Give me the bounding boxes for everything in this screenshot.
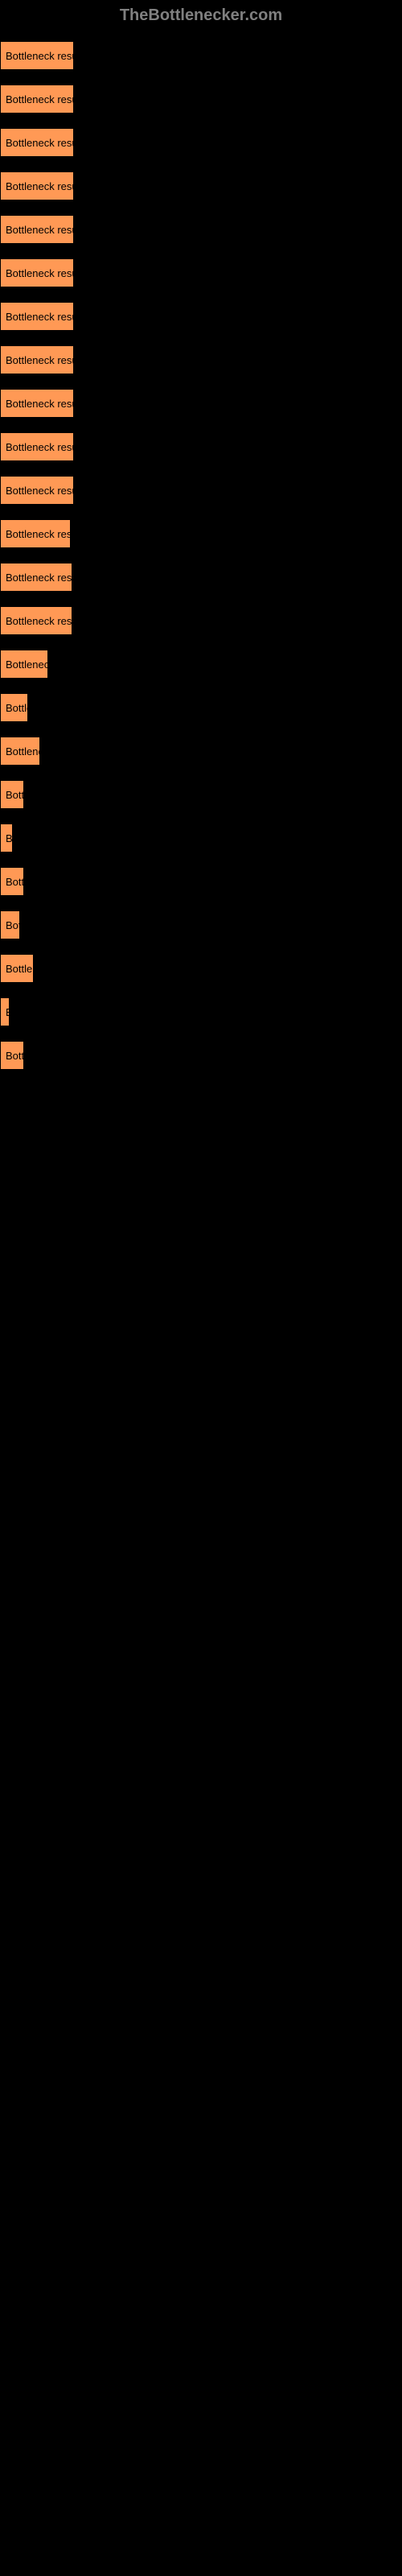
bar-row: Bo xyxy=(0,822,402,854)
bar-label: Bottle xyxy=(6,1050,24,1062)
bar-label: Bottleneck result xyxy=(6,267,74,279)
bar: Bottlen xyxy=(0,693,28,722)
bar-label: Bottleneck result xyxy=(6,180,74,192)
bar: Bottle xyxy=(0,867,24,896)
bar-label: Bo xyxy=(6,832,13,844)
bar-row: Bottleneck result xyxy=(0,431,402,463)
bar: Bottleneck result xyxy=(0,302,74,331)
bar-row: B xyxy=(0,996,402,1028)
bar-label: Bottleneck xyxy=(6,745,40,758)
bar-row: Bottleneck r xyxy=(0,648,402,680)
bar-label: Bottle xyxy=(6,876,24,888)
bar: Bottleneck r xyxy=(0,650,48,679)
bar: Bo xyxy=(0,824,13,852)
bar-label: Bottle xyxy=(6,789,24,801)
bar: Bottleneck result xyxy=(0,476,74,505)
bar: Bott xyxy=(0,910,20,939)
bar-label: Bottleneck result xyxy=(6,485,74,497)
bar-label: Bottleneck result xyxy=(6,50,74,62)
bar: B xyxy=(0,997,10,1026)
bar-label: Bottleneck result xyxy=(6,398,74,410)
bar-row: Bottleneck result xyxy=(0,257,402,289)
bar: Bottlene xyxy=(0,954,34,983)
bar-row: Bottleneck result xyxy=(0,344,402,376)
bar-row: Bottleneck result xyxy=(0,126,402,159)
bar-label: Bottleneck result xyxy=(6,528,71,540)
site-header: TheBottlenecker.com xyxy=(0,0,402,31)
bar: Bottleneck result xyxy=(0,85,74,114)
bar: Bottle xyxy=(0,1041,24,1070)
bar: Bottleneck result xyxy=(0,41,74,70)
bar-label: Bottlen xyxy=(6,702,28,714)
site-title: TheBottlenecker.com xyxy=(120,6,282,24)
bar-label: Bott xyxy=(6,919,20,931)
bar-row: Bottleneck result xyxy=(0,518,402,550)
bar: Bottle xyxy=(0,780,24,809)
bar: Bottleneck result xyxy=(0,345,74,374)
bar-label: Bottleneck result xyxy=(6,572,72,584)
bar-label: Bottleneck result xyxy=(6,441,74,453)
bar-row: Bottleneck result xyxy=(0,83,402,115)
bar-row: Bottleneck result xyxy=(0,474,402,506)
bar: Bottleneck result xyxy=(0,432,74,461)
bar: Bottleneck result xyxy=(0,606,72,635)
bar-label: Bottlene xyxy=(6,963,34,975)
bar-label: Bottleneck result xyxy=(6,93,74,105)
bar-row: Bottleneck result xyxy=(0,561,402,593)
bar-row: Bottleneck result xyxy=(0,213,402,246)
bar-label: B xyxy=(6,1006,10,1018)
bar-row: Bott xyxy=(0,909,402,941)
bar-label: Bottleneck result xyxy=(6,354,74,366)
bar-row: Bottleneck result xyxy=(0,170,402,202)
bar-row: Bottleneck result xyxy=(0,39,402,72)
bar-label: Bottleneck result xyxy=(6,615,72,627)
bar-label: Bottleneck r xyxy=(6,658,48,671)
bar: Bottleneck result xyxy=(0,563,72,592)
bar: Bottleneck result xyxy=(0,389,74,418)
bar-row: Bottle xyxy=(0,865,402,898)
bar-row: Bottlene xyxy=(0,952,402,985)
bar-chart: Bottleneck result Bottleneck result Bottle… xyxy=(0,31,402,1091)
bar-row: Bottleneck xyxy=(0,735,402,767)
bar-label: Bottleneck result xyxy=(6,311,74,323)
bar: Bottleneck result xyxy=(0,215,74,244)
bar-row: Bottle xyxy=(0,778,402,811)
bar: Bottleneck result xyxy=(0,258,74,287)
bar-label: Bottleneck result xyxy=(6,137,74,149)
bar: Bottleneck xyxy=(0,737,40,766)
bar-row: Bottleneck result xyxy=(0,605,402,637)
bar: Bottleneck result xyxy=(0,171,74,200)
bar-row: Bottleneck result xyxy=(0,387,402,419)
bar-row: Bottle xyxy=(0,1039,402,1071)
bar: Bottleneck result xyxy=(0,519,71,548)
bar: Bottleneck result xyxy=(0,128,74,157)
bar-row: Bottlen xyxy=(0,691,402,724)
bar-row: Bottleneck result xyxy=(0,300,402,332)
bar-label: Bottleneck result xyxy=(6,224,74,236)
